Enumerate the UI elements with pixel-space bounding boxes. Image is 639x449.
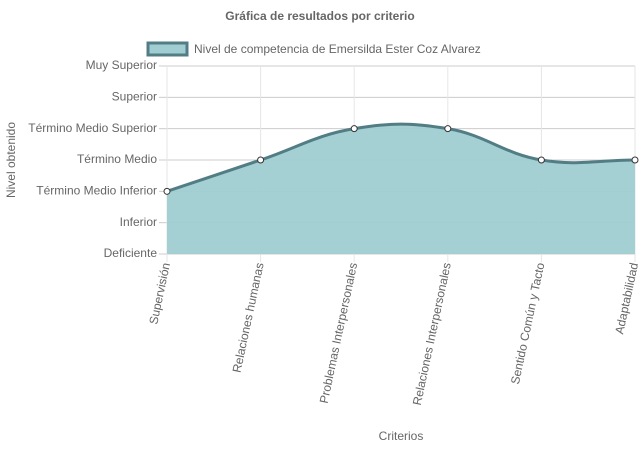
legend-swatch (146, 41, 189, 57)
x-tick-label: Supervisión (146, 261, 173, 325)
chart-title: Gráfica de resultados por criterio (225, 9, 414, 23)
point (631, 156, 639, 164)
y-axis-title: Nivel obtenido (4, 122, 18, 198)
x-tick-label: Relaciones humanas (230, 261, 267, 374)
x-axis-title: Criterios (379, 429, 424, 443)
point (257, 156, 265, 164)
y-tick-label: Muy Superior (86, 58, 157, 72)
point (163, 187, 171, 195)
x-tick-label: Relaciones Interpersonales (410, 261, 454, 406)
y-tick-label: Deficiente (104, 246, 158, 260)
x-tick-label: Problemas Interpersonales (317, 261, 361, 404)
point (444, 125, 452, 133)
y-tick-label: Término Medio Superior (28, 121, 157, 135)
line (166, 122, 636, 193)
y-tick-label: Superior (112, 90, 157, 104)
x-tick-label: Adaptabilidad (612, 261, 639, 335)
x-tick-label: Sentido Común y Tacto (508, 261, 548, 385)
area (167, 124, 635, 254)
y-tick-label: Término Medio Inferior (36, 184, 157, 198)
point (537, 156, 545, 164)
legend-label: Nivel de competencia de Emersilda Ester … (194, 42, 481, 56)
point (350, 125, 358, 133)
y-tick-label: Término Medio (77, 152, 157, 166)
y-tick-label: Inferior (120, 215, 157, 229)
